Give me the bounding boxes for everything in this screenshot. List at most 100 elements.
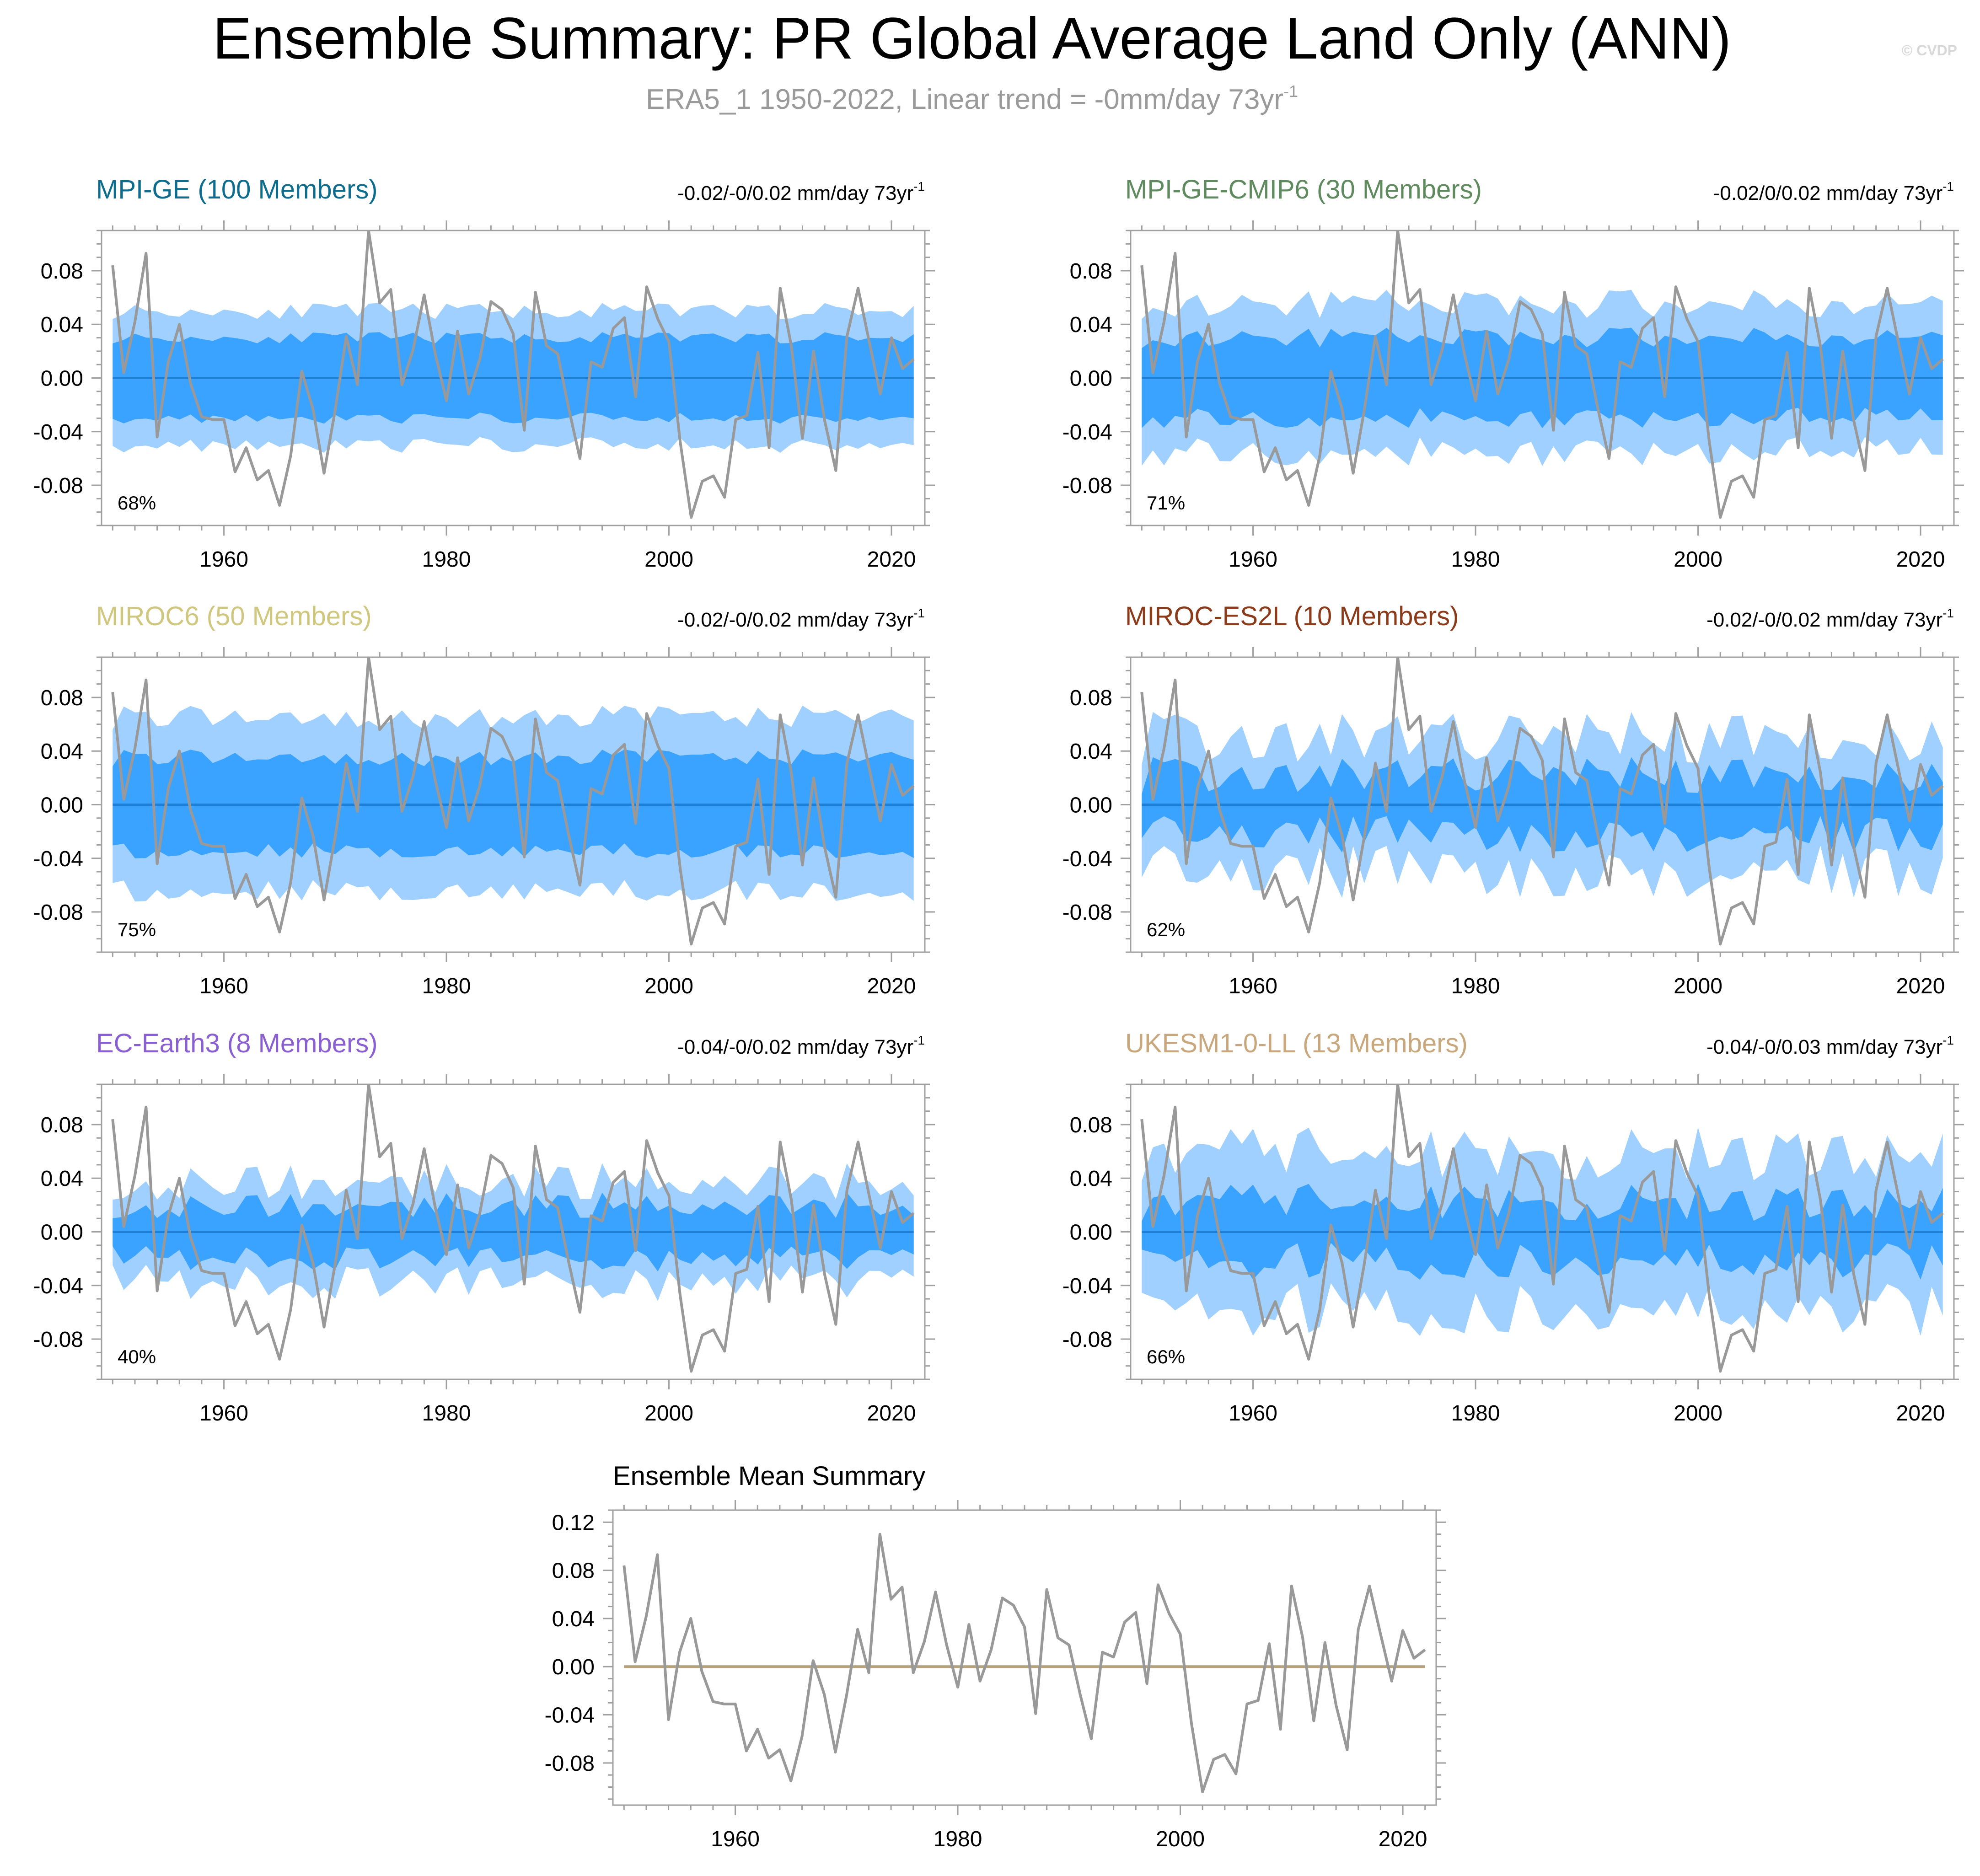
y-tick-label: -0.04	[545, 1704, 595, 1728]
x-tick-label: 1980	[422, 547, 471, 572]
percent-label: 40%	[118, 1346, 156, 1367]
trend-label-text: -0.04/-0/0.03 mm/day 73yr	[1706, 1036, 1942, 1058]
x-tick-label: 1960	[1229, 1401, 1277, 1426]
panel-ensemble-mean-summary: 1960 1980 2000 2020 0.12 0.08 0.04 0.00 -0.04 -0.…	[545, 1461, 1446, 1851]
panel-mpi-ge: 1960 1980 2000 2020 0.08 0.04 0.00 -0.04 -0.08 MP…	[33, 175, 935, 572]
y-tick-label: 0.04	[1070, 313, 1112, 337]
copyright-label: © CVDP	[1901, 42, 1957, 59]
trend-label-text: -0.02/-0/0.02 mm/day 73yr	[1706, 609, 1942, 631]
x-tick-label: 2020	[1896, 1401, 1945, 1426]
x-tick-label: 1980	[1451, 974, 1500, 998]
plot-area	[1140, 230, 1944, 519]
panel-title: EC-Earth3 (8 Members)	[96, 1029, 378, 1058]
y-tick-label: -0.04	[1062, 847, 1112, 871]
trend-label-superscript: -1	[1942, 1033, 1954, 1047]
trend-label: -0.04/-0/0.02 mm/day 73yr-1	[677, 1033, 925, 1058]
y-tick-label: 0.12	[552, 1511, 595, 1535]
panel-title: MPI-GE-CMIP6 (30 Members)	[1125, 175, 1482, 204]
page-title: Ensemble Summary: PR Global Average Land…	[213, 6, 1731, 71]
y-tick-label: 0.08	[41, 259, 83, 284]
trend-label-text: -0.02/0/0.02 mm/day 73yr	[1713, 182, 1942, 204]
y-tick-label: 0.04	[1070, 1167, 1112, 1191]
x-tick-label: 1980	[422, 1401, 471, 1426]
plot-area	[1140, 1084, 1944, 1373]
x-tick-label: 1980	[422, 974, 471, 998]
x-tick-label: 1960	[711, 1827, 760, 1851]
y-tick-label: 0.00	[41, 367, 83, 391]
x-tick-label: 2000	[644, 974, 693, 998]
observed-series-line	[111, 657, 915, 946]
y-tick-label: -0.08	[33, 900, 83, 925]
y-tick-label: -0.08	[1062, 474, 1112, 498]
y-tick-label: 0.08	[552, 1559, 595, 1583]
x-tick-label: 2000	[1674, 1401, 1722, 1426]
y-tick-label: -0.08	[1062, 900, 1112, 925]
y-tick-label: 0.00	[552, 1655, 595, 1679]
x-tick-label: 2000	[1674, 974, 1722, 998]
x-tick-label: 1960	[1229, 974, 1277, 998]
y-tick-label: -0.08	[33, 1328, 83, 1352]
panel-title: MPI-GE (100 Members)	[96, 175, 378, 204]
x-tick-label: 1960	[199, 1401, 248, 1426]
trend-label-superscript: -1	[1942, 179, 1954, 193]
x-tick-label: 2020	[1896, 547, 1945, 572]
x-tick-label: 1980	[1451, 1401, 1500, 1426]
x-tick-label: 2020	[1896, 974, 1945, 998]
y-tick-label: 0.00	[41, 1221, 83, 1245]
y-tick-label: 0.04	[552, 1607, 595, 1631]
subtitle-superscript: -1	[1283, 82, 1299, 101]
y-tick-label: 0.08	[1070, 1113, 1112, 1137]
trend-label: -0.02/-0/0.02 mm/day 73yr-1	[677, 606, 925, 631]
panel-mpi-ge-cmip6: 1960 1980 2000 2020 0.08 0.04 0.00 -0.04 -0.08 MP…	[1062, 175, 1964, 572]
x-tick-label: 2020	[1379, 1827, 1427, 1851]
x-tick-label: 1980	[934, 1827, 982, 1851]
y-tick-label: 0.08	[1070, 686, 1112, 710]
y-tick-label: 0.08	[41, 1113, 83, 1137]
observed-series-line	[1140, 1084, 1944, 1373]
panel-ukesm1-0-ll: 1960 1980 2000 2020 0.08 0.04 0.00 -0.04 -0.08 UK…	[1062, 1029, 1964, 1426]
y-tick-label: 0.00	[1070, 793, 1112, 818]
panel-ec-earth3: 1960 1980 2000 2020 0.08 0.04 0.00 -0.04 -0.08 EC…	[33, 1029, 935, 1426]
plot-area	[1140, 657, 1944, 946]
plot-area	[622, 1533, 1426, 1793]
observed-series-line	[111, 1084, 915, 1373]
x-tick-label: 1960	[199, 974, 248, 998]
x-tick-label: 1960	[1229, 547, 1277, 572]
y-tick-label: 0.08	[1070, 259, 1112, 284]
y-tick-label: -0.08	[33, 474, 83, 498]
y-tick-label: 0.00	[1070, 367, 1112, 391]
y-tick-label: 0.00	[1070, 1221, 1112, 1245]
x-tick-label: 2020	[867, 974, 916, 998]
x-tick-label: 2020	[867, 1401, 916, 1426]
observed-series-line	[1140, 230, 1944, 519]
plot-area	[111, 230, 915, 519]
panel-title: MIROC-ES2L (10 Members)	[1125, 601, 1459, 631]
x-tick-label: 2000	[1156, 1827, 1205, 1851]
trend-label-text: -0.02/-0/0.02 mm/day 73yr	[677, 182, 913, 204]
y-tick-label: -0.04	[1062, 1274, 1112, 1298]
panel-miroc6: 1960 1980 2000 2020 0.08 0.04 0.00 -0.04 -0.08 MI…	[33, 601, 935, 998]
panel-title: Ensemble Mean Summary	[613, 1461, 925, 1491]
observed-series-line	[111, 230, 915, 519]
trend-label-text: -0.02/-0/0.02 mm/day 73yr	[677, 609, 913, 631]
y-tick-label: 0.08	[41, 686, 83, 710]
trend-label: -0.02/-0/0.02 mm/day 73yr-1	[1706, 606, 1954, 631]
x-tick-label: 1980	[1451, 547, 1500, 572]
plot-frame	[612, 1509, 1437, 1806]
y-tick-label: -0.04	[33, 1274, 83, 1298]
x-tick-label: 2000	[644, 1401, 693, 1426]
x-tick-label: 2020	[867, 547, 916, 572]
panel-title: UKESM1-0-LL (13 Members)	[1125, 1029, 1468, 1058]
plot-area	[111, 657, 915, 946]
trend-label-text: -0.04/-0/0.02 mm/day 73yr	[677, 1036, 913, 1058]
y-tick-label: 0.04	[41, 740, 83, 764]
subtitle-text: ERA5_1 1950-2022, Linear trend = -0mm/da…	[645, 84, 1284, 115]
y-tick-label: -0.08	[545, 1752, 595, 1776]
percent-label: 68%	[118, 492, 156, 514]
y-tick-label: -0.04	[1062, 420, 1112, 445]
trend-label: -0.02/0/0.02 mm/day 73yr-1	[1713, 179, 1954, 204]
trend-label-superscript: -1	[1942, 606, 1954, 620]
y-tick-label: -0.08	[1062, 1328, 1112, 1352]
x-tick-label: 2000	[644, 547, 693, 572]
